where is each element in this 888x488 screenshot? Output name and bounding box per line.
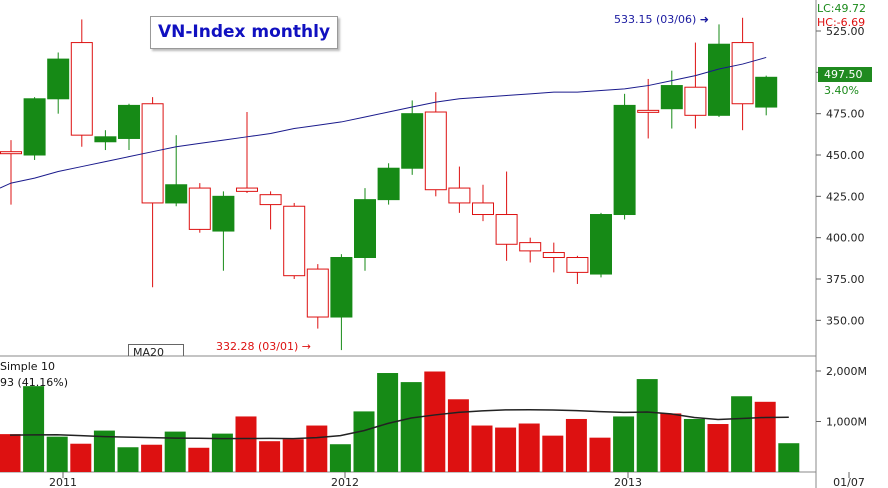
- volume-bar: [0, 434, 21, 472]
- arrow-right-icon: ➜: [699, 13, 709, 26]
- y-tick-label: 400.00: [826, 232, 865, 245]
- candle-body: [0, 151, 22, 155]
- volume-title: Simple 10: [0, 360, 56, 373]
- candle-body: [637, 109, 660, 113]
- y-tick-label: 450.00: [826, 149, 865, 162]
- candle-body: [731, 42, 754, 105]
- candle-body: [23, 98, 46, 156]
- volume-bar: [70, 443, 92, 472]
- candle-body: [212, 195, 235, 232]
- volume-bar: [329, 444, 351, 472]
- volume-bar: [141, 444, 163, 472]
- candle-body: [259, 194, 282, 206]
- volume-bar: [259, 441, 281, 472]
- volume-bar: [754, 401, 776, 472]
- candle-body: [401, 113, 424, 169]
- candle-body: [424, 111, 447, 191]
- candle-body: [755, 76, 778, 108]
- volume-bar: [188, 447, 210, 472]
- candle-body: [70, 42, 93, 136]
- high-change: HC:-6.69: [817, 16, 866, 29]
- volume-bar: [93, 430, 115, 472]
- candle-body: [542, 252, 565, 259]
- x-tick-label: 2012: [331, 476, 359, 488]
- volume-bar: [589, 437, 611, 472]
- candle-body: [566, 257, 589, 273]
- volume-subtitle: 93 (41.16%): [0, 376, 69, 389]
- x-tick-label: 2011: [49, 476, 77, 488]
- volume-bar: [46, 436, 68, 472]
- candle-body: [47, 58, 70, 100]
- low-annotation: 332.28 (03/01) →: [216, 340, 311, 353]
- volume-bar: [683, 418, 705, 472]
- volume-bar: [636, 379, 658, 472]
- volume-bar: [164, 431, 186, 472]
- high-annotation: 533.15 (03/06) ➜: [614, 13, 709, 26]
- volume-bar: [353, 411, 375, 472]
- volume-bar: [23, 386, 45, 472]
- low-annotation-text: 332.28 (03/01): [216, 340, 299, 353]
- candle-body: [354, 199, 376, 259]
- ma-label: MA20: [128, 344, 184, 356]
- candle-body: [165, 184, 188, 204]
- x-tick-label: 2013: [614, 476, 642, 488]
- candle-body: [188, 187, 211, 230]
- volume-bar: [660, 413, 682, 472]
- volume-bar: [565, 418, 587, 472]
- vol-tick-label: 1,000M: [826, 416, 867, 429]
- last-price-badge: 497.50: [818, 67, 872, 82]
- volume-bar: [542, 435, 564, 472]
- candle-body: [684, 86, 707, 116]
- volume-bar: [424, 371, 446, 472]
- chart-title: VN-Index monthly: [157, 22, 331, 42]
- volume-bar: [306, 425, 328, 472]
- y-tick-label: 475.00: [826, 108, 865, 121]
- chart-title-box: VN-Index monthly: [150, 16, 338, 49]
- candle-body: [613, 104, 636, 216]
- high-annotation-text: 533.15 (03/06): [614, 13, 697, 26]
- candle-body: [141, 103, 164, 204]
- volume-bar: [495, 427, 517, 472]
- candle-body: [306, 268, 329, 318]
- candle-body: [448, 187, 471, 204]
- candle-body: [472, 202, 494, 216]
- candle-body: [519, 242, 542, 252]
- volume-bar: [731, 396, 753, 472]
- candle-body: [236, 187, 258, 192]
- candle-body: [708, 43, 730, 116]
- ma-line: [0, 56, 767, 189]
- y-tick-label: 375.00: [826, 273, 865, 286]
- y-tick-label: 425.00: [826, 190, 865, 203]
- volume-bar: [518, 423, 540, 472]
- volume-bar: [613, 416, 635, 472]
- volume-bar: [400, 382, 422, 472]
- candle-body: [330, 257, 353, 318]
- vol-tick-label: 2,000M: [826, 365, 867, 378]
- candle-body: [283, 205, 306, 277]
- volume-bar: [471, 425, 493, 472]
- y-tick-label: 350.00: [826, 314, 865, 327]
- candle-body: [94, 136, 117, 143]
- volume-bar: [447, 399, 469, 472]
- last-change: LC:49.72: [817, 2, 867, 15]
- volume-bar: [707, 424, 729, 472]
- candle-body: [495, 214, 518, 245]
- volume-bar: [211, 433, 233, 472]
- x-tick-label: 01/07: [833, 476, 865, 488]
- candle-body: [590, 214, 612, 275]
- last-pct: 3.40%: [824, 84, 859, 97]
- volume-bar: [235, 416, 257, 472]
- volume-ma-line: [9, 409, 789, 440]
- candle-body: [377, 167, 400, 201]
- arrow-right-icon: →: [301, 340, 311, 353]
- volume-bar: [117, 447, 139, 472]
- y-tick-label: 525.00: [826, 25, 865, 38]
- volume-bar: [377, 373, 399, 472]
- volume-bar: [282, 439, 304, 472]
- volume-bar: [778, 443, 800, 472]
- candle-body: [118, 104, 140, 139]
- candle-body: [660, 85, 683, 110]
